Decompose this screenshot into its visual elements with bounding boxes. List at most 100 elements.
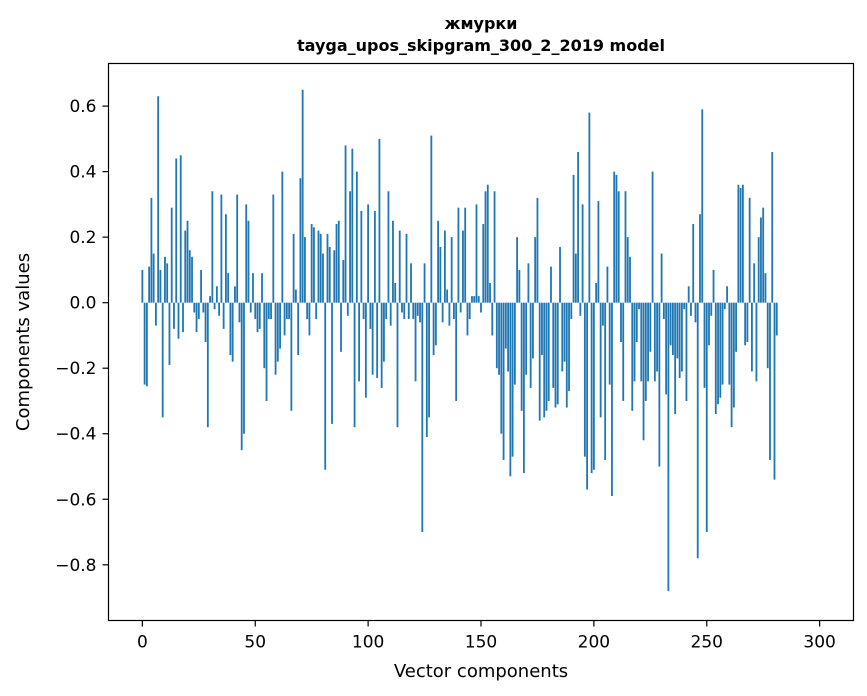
x-tick-label: 250 bbox=[691, 633, 723, 653]
bar-76 bbox=[313, 227, 315, 303]
bar-37 bbox=[224, 214, 227, 303]
bar-181 bbox=[550, 266, 552, 303]
bar-0 bbox=[141, 269, 144, 303]
bar-85 bbox=[333, 250, 336, 303]
bar-77 bbox=[315, 302, 318, 320]
bar-100 bbox=[367, 204, 370, 303]
bar-184 bbox=[556, 302, 559, 405]
bar-39 bbox=[229, 302, 232, 356]
bar-200 bbox=[592, 302, 595, 470]
bar-45 bbox=[243, 302, 245, 434]
bar-221 bbox=[640, 302, 643, 382]
bar-118 bbox=[407, 302, 410, 320]
bar-201 bbox=[595, 283, 598, 303]
bar-229 bbox=[658, 302, 661, 467]
bar-137 bbox=[450, 237, 453, 303]
bar-62 bbox=[281, 171, 284, 303]
y-tick-label: 0.6 bbox=[69, 97, 96, 117]
bar-155 bbox=[491, 302, 494, 336]
bar-33 bbox=[215, 286, 218, 303]
x-tick-label: 0 bbox=[137, 633, 148, 653]
bar-87 bbox=[337, 220, 340, 303]
bar-72 bbox=[304, 237, 306, 303]
bar-226 bbox=[651, 171, 654, 303]
bar-36 bbox=[222, 302, 225, 329]
bar-99 bbox=[364, 302, 367, 398]
bar-154 bbox=[489, 283, 491, 303]
bar-152 bbox=[484, 191, 487, 303]
bar-219 bbox=[635, 302, 638, 342]
bar-71 bbox=[301, 89, 304, 303]
bar-251 bbox=[708, 302, 710, 346]
bar-142 bbox=[462, 230, 464, 303]
bar-260 bbox=[728, 302, 731, 385]
bar-273 bbox=[757, 237, 760, 303]
bar-32 bbox=[213, 302, 216, 310]
bar-162 bbox=[507, 302, 509, 372]
bar-281 bbox=[775, 302, 778, 336]
bar-195 bbox=[581, 204, 584, 303]
bar-108 bbox=[385, 302, 388, 320]
bar-241 bbox=[685, 302, 688, 401]
bar-236 bbox=[674, 302, 677, 415]
bar-157 bbox=[495, 302, 498, 369]
bar-146 bbox=[471, 296, 473, 303]
bar-13 bbox=[170, 207, 173, 303]
y-tick-label: −0.8 bbox=[55, 556, 96, 576]
bar-253 bbox=[712, 269, 715, 303]
bar-161 bbox=[504, 302, 507, 349]
bar-127 bbox=[428, 302, 430, 418]
bar-231 bbox=[662, 302, 665, 320]
bar-34 bbox=[218, 302, 221, 316]
bar-139 bbox=[455, 302, 458, 401]
chart-title: жмурки bbox=[445, 14, 518, 33]
bar-279 bbox=[771, 151, 774, 303]
bar-4 bbox=[150, 197, 153, 303]
bar-262 bbox=[732, 302, 735, 408]
bar-248 bbox=[701, 109, 704, 303]
bar-215 bbox=[626, 237, 629, 303]
bar-211 bbox=[617, 191, 620, 303]
bar-125 bbox=[423, 263, 426, 303]
bar-169 bbox=[522, 302, 525, 474]
bar-164 bbox=[511, 302, 514, 457]
bar-225 bbox=[649, 302, 652, 352]
bar-193 bbox=[577, 151, 579, 303]
x-tick-label: 100 bbox=[352, 633, 384, 653]
bar-7 bbox=[157, 96, 160, 303]
bar-29 bbox=[206, 302, 209, 428]
bar-24 bbox=[195, 302, 198, 333]
bar-239 bbox=[681, 302, 683, 372]
bar-111 bbox=[392, 220, 394, 303]
bar-1 bbox=[143, 302, 146, 385]
bar-145 bbox=[468, 302, 471, 320]
bar-97 bbox=[360, 210, 363, 303]
y-tick-label: 0.0 bbox=[69, 294, 96, 314]
bar-140 bbox=[457, 207, 460, 303]
bar-204 bbox=[602, 302, 604, 326]
bar-38 bbox=[227, 273, 230, 303]
bar-96 bbox=[358, 302, 360, 382]
bar-206 bbox=[606, 266, 609, 303]
bar-158 bbox=[498, 302, 500, 375]
bar-210 bbox=[615, 174, 618, 303]
bar-93 bbox=[351, 148, 354, 303]
bar-246 bbox=[696, 302, 699, 559]
bar-83 bbox=[328, 246, 331, 303]
bar-245 bbox=[694, 302, 697, 323]
bar-275 bbox=[762, 207, 765, 303]
bar-150 bbox=[480, 302, 482, 313]
bar-258 bbox=[723, 302, 726, 310]
bar-170 bbox=[525, 302, 528, 375]
bar-23 bbox=[193, 302, 196, 313]
bar-14 bbox=[173, 302, 175, 329]
bar-147 bbox=[473, 296, 476, 303]
bar-64 bbox=[285, 302, 288, 320]
bar-49 bbox=[252, 273, 254, 303]
bar-112 bbox=[394, 283, 397, 303]
bar-230 bbox=[660, 253, 663, 303]
bar-178 bbox=[543, 302, 546, 418]
bar-148 bbox=[475, 204, 478, 303]
bar-189 bbox=[568, 302, 570, 392]
bar-18 bbox=[182, 302, 184, 333]
